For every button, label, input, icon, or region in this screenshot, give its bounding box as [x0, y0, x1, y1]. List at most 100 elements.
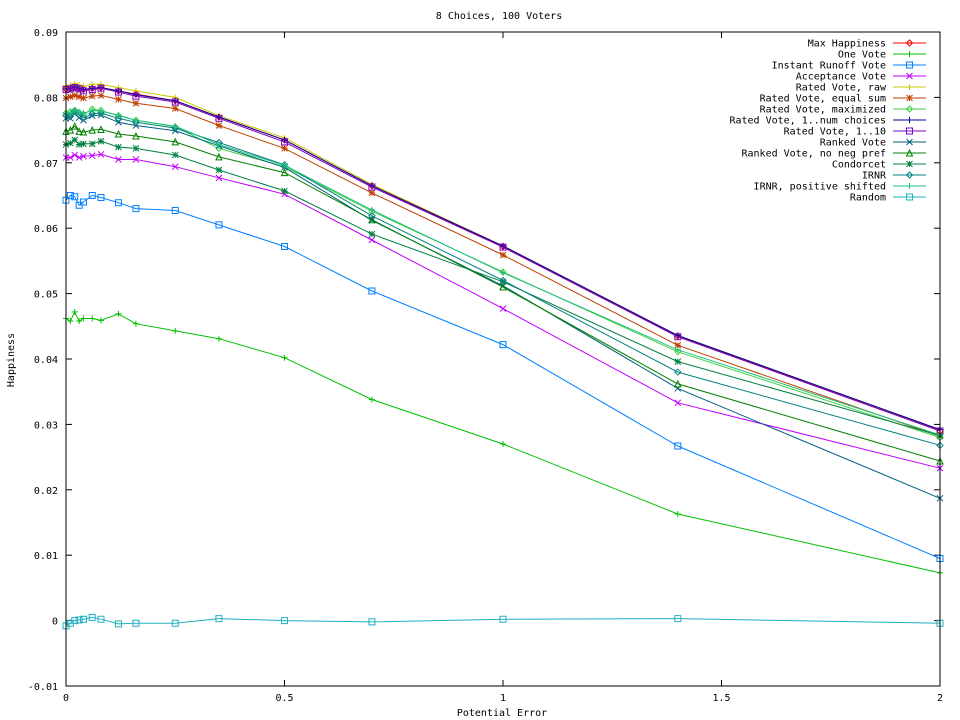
data-point — [75, 154, 83, 161]
legend-label: Instant Runoff Vote — [772, 61, 886, 72]
data-point — [132, 117, 139, 124]
data-point — [674, 615, 682, 623]
data-point — [88, 140, 96, 148]
data-point — [674, 368, 682, 376]
data-point — [368, 287, 376, 295]
data-point — [215, 615, 223, 623]
data-point — [115, 112, 122, 119]
data-point — [67, 139, 74, 147]
series-3 — [62, 192, 944, 562]
legend-marker — [906, 117, 913, 123]
data-point — [368, 189, 376, 197]
data-point — [66, 125, 75, 134]
data-point — [215, 122, 223, 129]
legend-label: Rated Vote, 1..10 — [784, 127, 886, 138]
data-point — [499, 251, 507, 259]
legend-marker — [906, 72, 913, 80]
data-point — [674, 510, 681, 517]
legend-marker — [906, 138, 913, 146]
y-tick-label: 0.03 — [34, 420, 58, 431]
data-point — [499, 243, 507, 251]
data-point — [499, 305, 507, 312]
axis-ticks: -0.01 0 0.01 0.02 0.03 0.04 0.05 0.06 0.07 0.08 0.… — [28, 28, 943, 704]
data-point — [79, 87, 87, 95]
data-point — [115, 143, 122, 151]
data-point — [71, 193, 79, 201]
legend-label: Condorcet — [832, 160, 886, 171]
data-point — [114, 114, 123, 123]
legend-label: Ranked Vote — [820, 138, 886, 149]
data-point — [80, 140, 87, 148]
data-point — [80, 110, 87, 117]
legend-marker — [906, 61, 913, 69]
x-tick-label: 1.5 — [712, 693, 730, 704]
data-point — [368, 396, 375, 403]
data-point — [75, 93, 83, 101]
data-point — [368, 230, 376, 238]
data-point — [500, 269, 506, 276]
data-point — [674, 333, 682, 341]
data-point — [132, 320, 139, 327]
data-point — [936, 619, 944, 627]
data-point — [66, 112, 75, 121]
legend-label: Max Happiness — [808, 39, 886, 50]
data-point — [75, 141, 83, 148]
data-point — [215, 114, 223, 122]
data-point — [368, 215, 376, 224]
data-point — [115, 96, 122, 103]
series-line — [65, 616, 941, 627]
legend-entry: Rated Vote, equal sum — [760, 94, 926, 105]
data-point — [500, 441, 506, 448]
legend-entry: Max Happiness — [808, 39, 926, 50]
data-point — [132, 131, 140, 140]
chart-title: 8 Choices, 100 Voters — [436, 11, 562, 22]
series-line — [65, 109, 941, 436]
x-tick-label: 0 — [63, 693, 69, 704]
data-point — [75, 85, 83, 93]
data-point — [673, 379, 682, 388]
legend-marker — [906, 160, 913, 168]
data-point — [88, 125, 97, 134]
data-point — [97, 615, 105, 623]
legend-marker — [905, 105, 914, 113]
data-point — [499, 276, 507, 285]
data-point — [936, 427, 944, 435]
data-point — [71, 107, 78, 114]
data-point — [67, 154, 74, 161]
legend-marker — [906, 51, 913, 57]
y-tick-label: 0.04 — [34, 355, 58, 366]
data-point — [79, 615, 87, 623]
data-point — [88, 86, 96, 94]
data-point — [97, 108, 104, 115]
data-point — [97, 84, 105, 92]
y-tick-label: 0.05 — [34, 290, 58, 301]
legend-label: Random — [850, 193, 886, 204]
x-tick-label: 0.5 — [275, 693, 293, 704]
data-point — [281, 617, 288, 625]
legend-marker — [906, 84, 913, 90]
data-point — [115, 118, 122, 126]
y-tick-label: 0 — [52, 617, 58, 628]
data-point — [368, 236, 376, 244]
data-point — [132, 145, 140, 152]
legend-entry: IRNR — [862, 171, 926, 182]
legend-label: Acceptance Vote — [796, 72, 886, 83]
data-point — [368, 212, 376, 220]
legend-entry: Condorcet — [832, 160, 926, 171]
legend-entry: Random — [850, 193, 926, 204]
legend-label: One Vote — [838, 50, 886, 61]
data-point — [132, 156, 140, 163]
data-point — [499, 615, 507, 623]
data-point — [281, 354, 288, 361]
series-line — [65, 87, 941, 432]
data-point — [674, 346, 681, 353]
data-point — [171, 207, 179, 215]
data-point — [67, 109, 74, 116]
series-15 — [62, 613, 944, 630]
y-tick-label: -0.01 — [28, 682, 58, 693]
series-line — [65, 310, 941, 574]
legend-label: Rated Vote, raw — [796, 83, 887, 94]
x-tick-label: 2 — [937, 693, 943, 704]
data-point — [674, 399, 682, 407]
